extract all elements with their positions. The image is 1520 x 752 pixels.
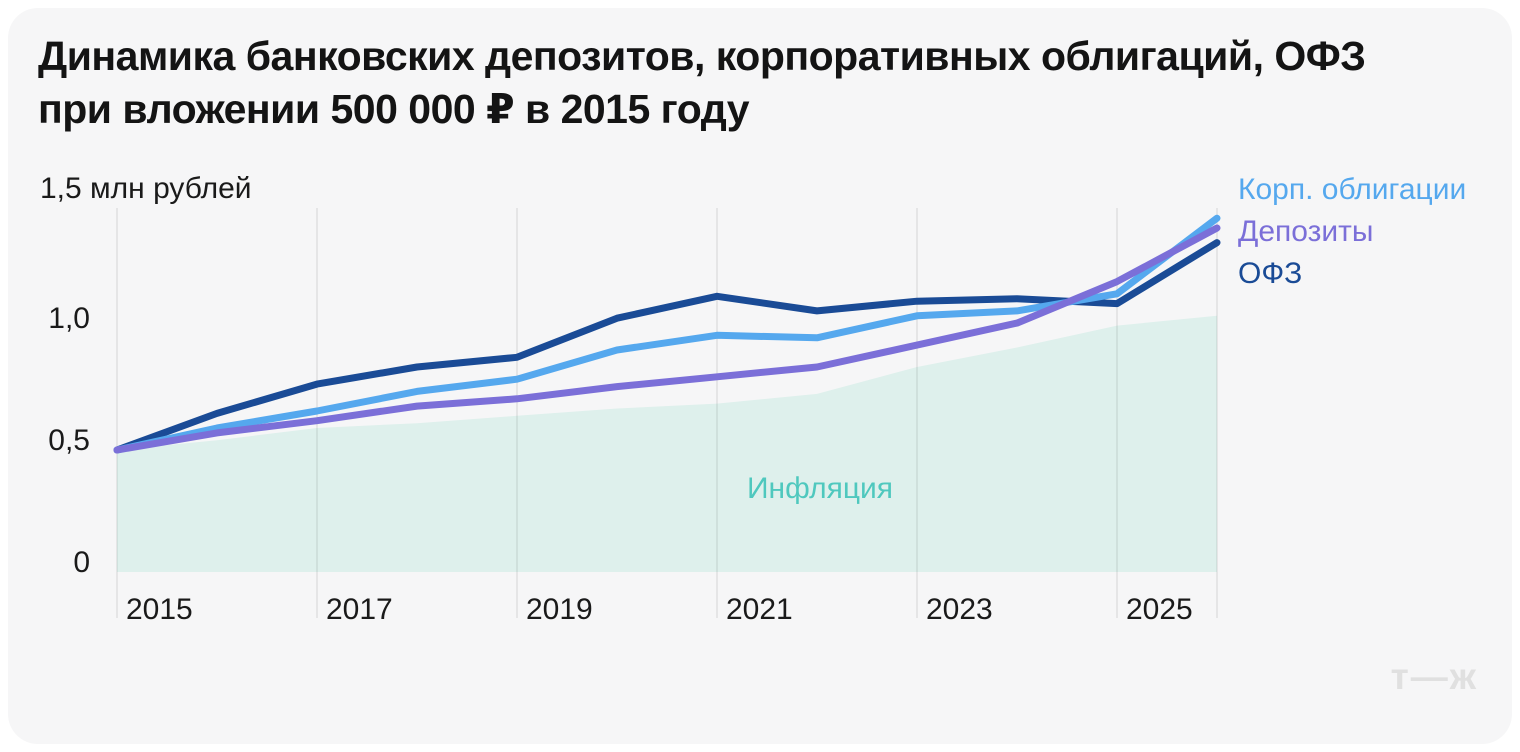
x-tick-2023: 2023 (926, 593, 993, 626)
series-line-Корп. облигации (113, 214, 1221, 454)
y-tick-0: 0 (73, 546, 90, 579)
chart-title: Динамика банковских депозитов, корпорати… (38, 30, 1366, 136)
legend-item-deposits: Депозиты (1238, 215, 1374, 248)
series-line-Депозиты (113, 224, 1221, 454)
tj-logo: т—ж (1390, 656, 1478, 697)
x-tick-2019: 2019 (526, 593, 593, 626)
series-line-ОФЗ (113, 239, 1221, 454)
y-axis-unit-label: 1,5 млн рублей (40, 172, 252, 205)
x-tick-2021: 2021 (726, 593, 793, 626)
chart-title-line1: Динамика банковских депозитов, корпорати… (38, 33, 1366, 79)
chart-title-line2: при вложении 500 000 ₽ в 2015 году (38, 86, 750, 132)
legend-item-corp-bonds: Корп. облигации (1238, 173, 1467, 206)
x-tick-2017: 2017 (326, 593, 393, 626)
inflation-area (117, 315, 1217, 572)
y-tick-0,5: 0,5 (48, 424, 90, 457)
x-tick-2025: 2025 (1126, 593, 1193, 626)
chart-legend: Корп. облигации Депозиты ОФЗ (1238, 169, 1466, 295)
y-tick-1,0: 1,0 (48, 302, 90, 335)
legend-item-ofz: ОФЗ (1238, 257, 1303, 290)
inflation-area-label: Инфляция (746, 472, 894, 505)
x-tick-2015: 2015 (126, 593, 193, 626)
